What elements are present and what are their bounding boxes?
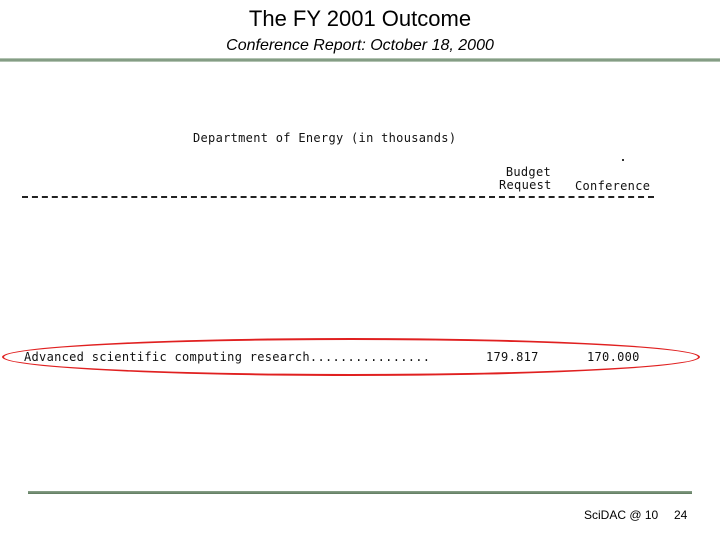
slide-title: The FY 2001 Outcome (248, 6, 472, 31)
bottom-divider (28, 491, 692, 494)
page-number: 24 (674, 508, 688, 522)
column-header-budget-line1: Budget (505, 165, 551, 179)
column-header-budget-request: Budget Request (499, 166, 551, 192)
highlight-ellipse (2, 338, 700, 376)
scan-speck (622, 159, 624, 161)
top-divider (0, 58, 720, 62)
table-dash-rule (22, 196, 654, 198)
column-header-conference: Conference (575, 179, 651, 193)
slide-subtitle: Conference Report: October 18, 2000 (226, 37, 494, 54)
table-heading: Department of Energy (in thousands) (193, 131, 457, 145)
column-header-budget-line2: Request (499, 178, 552, 192)
footer-event: SciDAC @ 10 (584, 508, 659, 522)
